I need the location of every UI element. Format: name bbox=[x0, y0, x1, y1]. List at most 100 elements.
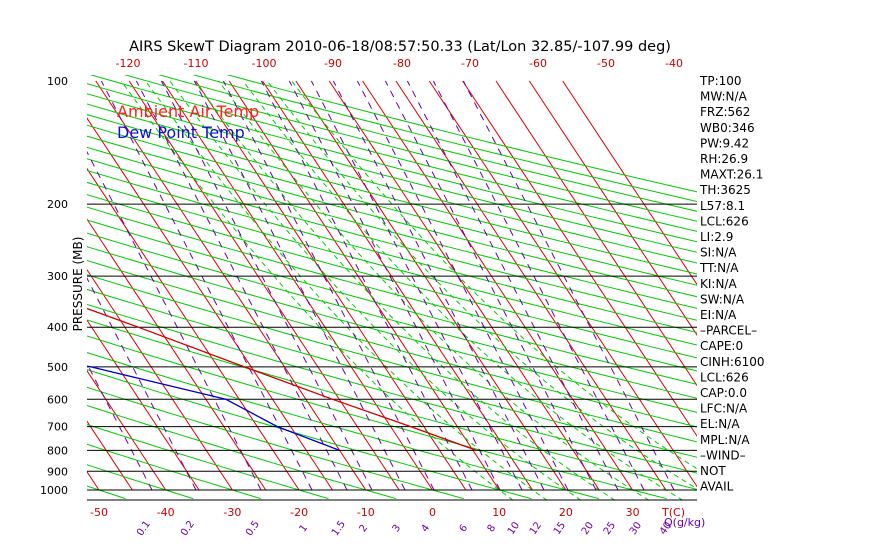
isotherm-line bbox=[428, 80, 697, 488]
bottom-temp-tick-label: 10 bbox=[492, 506, 506, 519]
legend-entry: Dew Point Temp bbox=[117, 123, 245, 142]
isotherm-line bbox=[528, 80, 697, 336]
dew-point-line bbox=[87, 365, 340, 452]
isotherm-line bbox=[328, 80, 600, 491]
dry-adiabat-line bbox=[87, 386, 464, 500]
temp-unit-label: T(C) bbox=[661, 506, 685, 519]
dry-adiabat-line bbox=[87, 424, 329, 500]
isotherm-line bbox=[562, 80, 697, 286]
dry-adiabat-line bbox=[87, 135, 697, 298]
mixing-ratio-tick-label: 1 bbox=[298, 523, 311, 535]
index-entry: AVAIL bbox=[700, 480, 734, 494]
index-entry: NOT bbox=[700, 464, 726, 478]
dry-adiabat-line bbox=[87, 219, 697, 385]
isotherm-line bbox=[228, 80, 500, 491]
pressure-tick-label: 600 bbox=[47, 393, 68, 406]
pressure-tick-label: 400 bbox=[47, 321, 68, 334]
index-entry: CAP:0.0 bbox=[700, 386, 747, 400]
pressure-tick-label: 500 bbox=[47, 361, 68, 374]
index-entry: EI:N/A bbox=[700, 308, 737, 322]
moist-adiabat-line bbox=[291, 80, 697, 470]
isotherm-line bbox=[462, 80, 697, 437]
index-entry: CAPE:0 bbox=[700, 339, 743, 353]
index-entry: TT:N/A bbox=[699, 261, 739, 275]
bottom-temp-tick-label: -50 bbox=[90, 506, 108, 519]
mixing-ratio-tick-label: 12 bbox=[528, 520, 544, 537]
dry-adiabat-line bbox=[192, 75, 697, 203]
isotherm-line bbox=[87, 117, 333, 491]
dry-adiabat-line bbox=[87, 232, 697, 399]
top-temp-tick-label: -100 bbox=[252, 57, 277, 70]
bottom-temp-tick-label: -40 bbox=[157, 506, 175, 519]
isotherm-line bbox=[87, 167, 300, 491]
index-entry: TP:100 bbox=[699, 74, 742, 88]
dry-adiabat-line bbox=[87, 335, 667, 500]
dry-adiabat-line bbox=[87, 158, 697, 321]
isotherm-line bbox=[262, 80, 533, 491]
bottom-temp-tick-label: 0 bbox=[429, 506, 436, 519]
pressure-tick-label: 900 bbox=[47, 465, 68, 478]
mixing-ratio-tick-label: 0.5 bbox=[244, 519, 262, 538]
index-entry: FRZ:562 bbox=[700, 105, 750, 119]
isotherm-line bbox=[87, 369, 167, 491]
dry-adiabat-line bbox=[226, 75, 697, 193]
index-entry: RH:26.9 bbox=[700, 152, 748, 166]
top-temp-tick-label: -50 bbox=[597, 57, 615, 70]
index-entry: TH:3625 bbox=[699, 183, 751, 197]
bottom-temp-tick-label: 30 bbox=[626, 506, 640, 519]
index-entry: –PARCEL– bbox=[700, 324, 757, 338]
dry-adiabat-line bbox=[87, 405, 397, 500]
mixing-ratio-line bbox=[260, 80, 473, 491]
index-entry: L57:8.1 bbox=[700, 199, 745, 213]
isotherm-line bbox=[95, 80, 367, 491]
index-entry: –WIND– bbox=[700, 448, 746, 462]
legend-entry: Ambient Air Temp bbox=[117, 102, 259, 121]
dry-adiabat-line bbox=[87, 319, 697, 490]
pressure-tick-label: 200 bbox=[47, 198, 68, 211]
mixing-ratio-tick-label: 6 bbox=[458, 523, 471, 535]
index-entry: EL:N/A bbox=[700, 417, 740, 431]
index-entry: LCL:626 bbox=[700, 370, 749, 384]
top-temp-tick-label: -80 bbox=[393, 57, 411, 70]
bottom-temp-tick-label: -20 bbox=[290, 506, 308, 519]
mixing-ratio-tick-label: 8 bbox=[486, 523, 499, 535]
dry-adiabat-line bbox=[87, 288, 697, 458]
index-entry: PW:9.42 bbox=[700, 136, 749, 150]
mixing-ratio-line bbox=[87, 362, 153, 491]
isotherm-line bbox=[87, 319, 200, 491]
isotherm-line bbox=[362, 80, 634, 491]
isotherm-line bbox=[128, 80, 400, 491]
index-entry: SW:N/A bbox=[700, 292, 745, 306]
top-temp-tick-label: -70 bbox=[461, 57, 479, 70]
chart-title: AIRS SkewT Diagram 2010-06-18/08:57:50.3… bbox=[129, 39, 671, 55]
mixing-ratio-line bbox=[100, 80, 313, 491]
isotherm-line bbox=[0, 81, 32, 490]
mixing-ratio-tick-label: 10 bbox=[506, 520, 522, 537]
mixing-ratio-tick-label: 15 bbox=[552, 520, 568, 537]
index-entry: LCL:626 bbox=[700, 214, 749, 228]
moist-adiabat-line bbox=[145, 80, 548, 501]
index-entry: KI:N/A bbox=[700, 277, 737, 291]
bottom-temp-tick-label: 20 bbox=[559, 506, 573, 519]
mixing-ratio-line bbox=[222, 80, 435, 491]
mixing-ratio-tick-label: 2 bbox=[358, 523, 371, 535]
mixing-ratio-unit-label: Q(g/kg) bbox=[664, 516, 705, 529]
index-entry: CINH:6100 bbox=[700, 355, 765, 369]
index-entry: MPL:N/A bbox=[700, 433, 750, 447]
dry-adiabat-line bbox=[87, 194, 697, 359]
dry-adiabat-line bbox=[87, 443, 262, 500]
bottom-temp-tick-label: -30 bbox=[223, 506, 241, 519]
pressure-tick-label: 700 bbox=[47, 421, 68, 434]
mixing-ratio-tick-label: 1.5 bbox=[330, 519, 348, 538]
isotherm-line bbox=[87, 268, 233, 491]
dry-adiabat-line bbox=[87, 303, 697, 474]
dry-adiabat-line bbox=[87, 259, 697, 428]
pressure-tick-label: 300 bbox=[47, 270, 68, 283]
dry-adiabat-line bbox=[87, 181, 697, 346]
isotherm-line bbox=[395, 80, 667, 491]
mixing-ratio-line bbox=[384, 80, 597, 491]
isotherm-line bbox=[87, 218, 267, 491]
index-entry: LI:2.9 bbox=[700, 230, 733, 244]
